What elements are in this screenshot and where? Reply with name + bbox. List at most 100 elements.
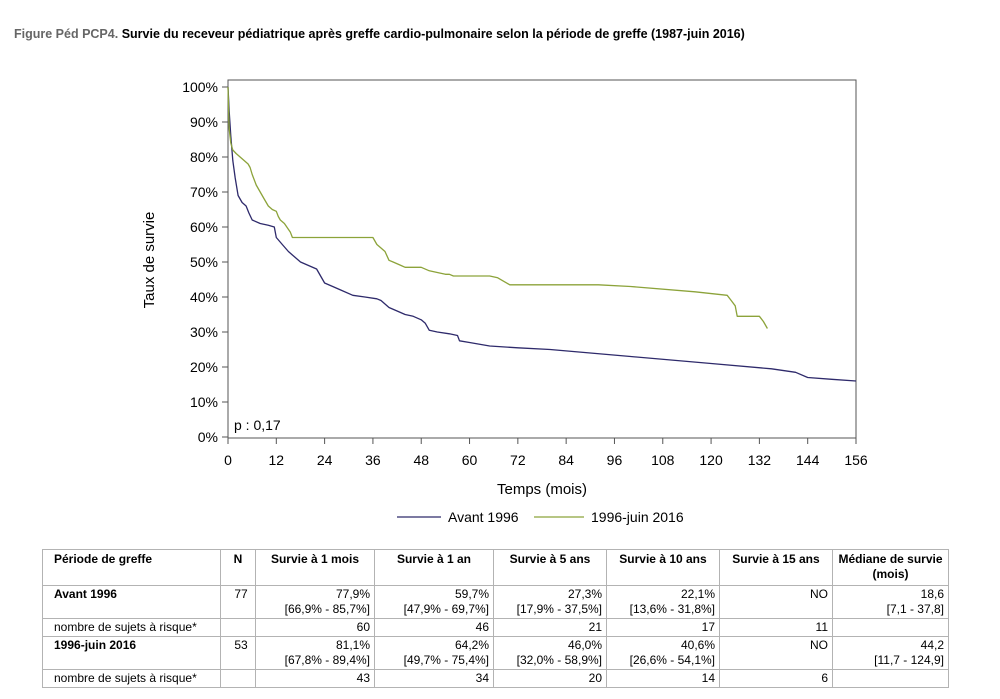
survival-value: 40,6%: [680, 638, 715, 652]
survival-ci: [13,6% - 31,8%]: [629, 602, 715, 616]
risk-label: nombre de sujets à risque*: [42, 669, 221, 688]
median-cell: 44,2 [11,7 - 124,9]: [832, 636, 949, 670]
survival-value: 59,7%: [454, 587, 489, 601]
x-axis: 0 12 24 36 48 60 72 84 96 108 120 132 144 156: [224, 438, 868, 468]
y-tick-label: 20%: [190, 359, 218, 375]
survival-cell: 22,1% [13,6% - 31,8%]: [606, 585, 720, 619]
y-tick-label: 100%: [182, 79, 218, 95]
survival-ci: [32,0% - 58,9%]: [516, 653, 602, 667]
risk-count: 6: [719, 669, 833, 688]
x-tick-label: 36: [365, 452, 381, 468]
y-tick-label: 50%: [190, 254, 218, 270]
risk-count: 11: [719, 618, 833, 637]
x-tick-label: 108: [651, 452, 675, 468]
y-tick-label: 70%: [190, 184, 218, 200]
y-tick-label: 0%: [198, 429, 218, 445]
median-ci: [11,7 - 124,9]: [874, 653, 944, 667]
survival-cell: NO: [719, 585, 833, 619]
x-tick-label: 84: [558, 452, 574, 468]
x-tick-label: 156: [844, 452, 868, 468]
series-line-1: [227, 86, 857, 382]
x-tick-label: 12: [269, 452, 285, 468]
survival-chart: 0% 10% 20% 30% 40% 50% 60% 70% 80% 90% 100% 0 12 24 3…: [141, 79, 868, 525]
survival-table: Période de greffe N Survie à 1 mois Surv…: [42, 549, 949, 688]
x-tick-label: 60: [462, 452, 478, 468]
series-line-2: [227, 86, 768, 329]
survival-ci: [17,9% - 37,5%]: [516, 602, 602, 616]
y-tick-label: 60%: [190, 219, 218, 235]
survival-cell: 46,0% [32,0% - 58,9%]: [493, 636, 607, 670]
risk-count: 60: [255, 618, 375, 637]
risk-count: 20: [493, 669, 607, 688]
header-n: N: [220, 549, 256, 586]
y-axis-label: Taux de survie: [141, 212, 158, 309]
empty-cell: [220, 669, 256, 688]
legend-label: 1996-juin 2016: [591, 509, 684, 525]
survival-ci: [26,6% - 54,1%]: [629, 653, 715, 667]
header-periode: Période de greffe: [42, 549, 221, 586]
survival-cell: 64,2% [49,7% - 75,4%]: [374, 636, 494, 670]
header-survie-5-ans: Survie à 5 ans: [493, 549, 607, 586]
table-header-row: Période de greffe N Survie à 1 mois Surv…: [42, 549, 949, 586]
survival-cell: NO: [719, 636, 833, 670]
risk-count: 43: [255, 669, 375, 688]
figure-title-text: Survie du receveur pédiatrique après gre…: [121, 27, 745, 41]
group-n: 53: [220, 636, 256, 670]
x-tick-label: 132: [748, 452, 772, 468]
empty-cell: [220, 618, 256, 637]
x-tick-label: 144: [796, 452, 820, 468]
y-tick-label: 90%: [190, 114, 218, 130]
header-survie-15-ans: Survie à 15 ans: [719, 549, 833, 586]
x-tick-label: 72: [510, 452, 526, 468]
group-name: 1996-juin 2016: [42, 636, 221, 670]
survival-ci: [66,9% - 85,7%]: [284, 602, 370, 616]
median-ci: [7,1 - 37,8]: [886, 602, 944, 616]
survival-value: 27,3%: [567, 587, 602, 601]
survival-value: 77,9%: [335, 587, 370, 601]
x-tick-label: 120: [699, 452, 723, 468]
y-tick-label: 40%: [190, 289, 218, 305]
x-tick-label: 24: [317, 452, 333, 468]
survival-value: NO: [810, 587, 828, 601]
table-row: 1996-juin 2016 53 81,1% [67,8% - 89,4%] 6…: [42, 636, 949, 670]
survival-cell: 40,6% [26,6% - 54,1%]: [606, 636, 720, 670]
legend-label: Avant 1996: [448, 509, 519, 525]
header-survie-10-ans: Survie à 10 ans: [606, 549, 720, 586]
x-tick-label: 48: [413, 452, 429, 468]
empty-cell: [832, 618, 949, 637]
survival-ci: [49,7% - 75,4%]: [403, 653, 489, 667]
survival-ci: [67,8% - 89,4%]: [284, 653, 370, 667]
median-value: 18,6: [920, 587, 944, 601]
group-n: 77: [220, 585, 256, 619]
legend: Avant 1996 1996-juin 2016: [397, 509, 684, 525]
median-value: 44,2: [920, 638, 944, 652]
median-cell: 18,6 [7,1 - 37,8]: [832, 585, 949, 619]
survival-value: NO: [810, 638, 828, 652]
survival-value: 64,2%: [454, 638, 489, 652]
x-tick-label: 96: [607, 452, 623, 468]
figure-label: Figure Péd PCP4.: [14, 27, 119, 41]
survival-cell: 81,1% [67,8% - 89,4%]: [255, 636, 375, 670]
empty-cell: [832, 669, 949, 688]
table-row: Avant 1996 77 77,9% [66,9% - 85,7%] 59,7%…: [42, 585, 949, 619]
survival-value: 22,1%: [680, 587, 715, 601]
y-tick-label: 80%: [190, 149, 218, 165]
y-tick-label: 30%: [190, 324, 218, 340]
risk-count: 14: [606, 669, 720, 688]
risk-count: 17: [606, 618, 720, 637]
x-axis-label: Temps (mois): [497, 481, 587, 498]
survival-cell: 77,9% [66,9% - 85,7%]: [255, 585, 375, 619]
survival-value: 46,0%: [567, 638, 602, 652]
risk-row: nombre de sujets à risque* 43 34 20 14 6: [42, 669, 949, 688]
y-tick-label: 10%: [190, 394, 218, 410]
figure-title: Figure Péd PCP4. Survie du receveur pédi…: [14, 27, 745, 41]
risk-row: nombre de sujets à risque* 60 46 21 17 1…: [42, 618, 949, 637]
risk-count: 46: [374, 618, 494, 637]
group-name: Avant 1996: [42, 585, 221, 619]
survival-ci: [47,9% - 69,7%]: [403, 602, 489, 616]
p-value-annotation: p : 0,17: [234, 417, 281, 433]
risk-count: 34: [374, 669, 494, 688]
series-layer: [227, 86, 857, 382]
plot-area: [227, 79, 857, 439]
survival-value: 81,1%: [335, 638, 370, 652]
